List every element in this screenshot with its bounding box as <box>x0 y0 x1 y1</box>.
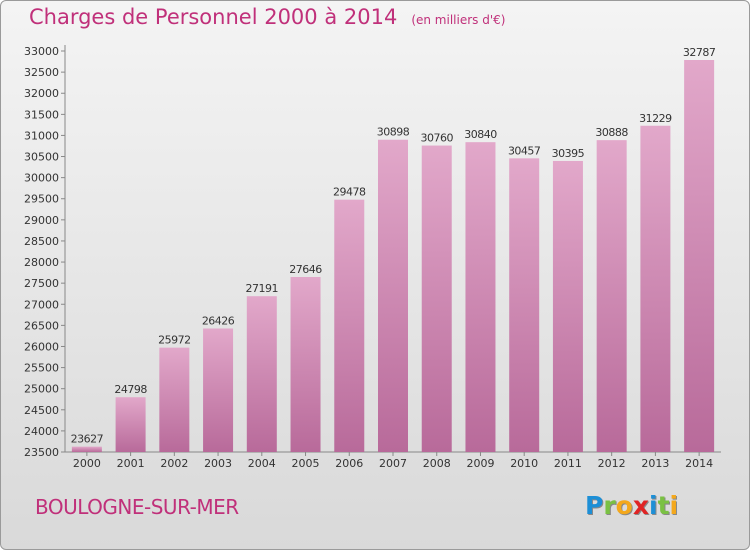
y-tick-label: 25000 <box>24 383 59 396</box>
proxiti-logo: Proxiti <box>585 491 678 520</box>
x-tick-label: 2012 <box>598 457 626 470</box>
y-tick-label: 29000 <box>24 214 59 227</box>
x-tick-label: 2000 <box>73 457 101 470</box>
y-tick-label: 23500 <box>24 446 59 459</box>
bar-value-label: 30898 <box>377 126 410 139</box>
bar-2005 <box>290 276 321 452</box>
x-tick-label: 2013 <box>641 457 669 470</box>
bar-value-label: 30888 <box>595 126 628 139</box>
x-tick-label: 2014 <box>685 457 713 470</box>
y-tick-label: 31500 <box>24 108 59 121</box>
bar-2010 <box>509 158 540 452</box>
bar-value-label: 30395 <box>552 147 585 160</box>
logo-letter: t <box>657 491 670 520</box>
y-tick-label: 27000 <box>24 298 59 311</box>
x-tick-label: 2010 <box>510 457 538 470</box>
bar-value-label: 32787 <box>683 46 716 59</box>
y-tick-label: 25500 <box>24 362 59 375</box>
x-tick-label: 2009 <box>466 457 494 470</box>
axes: 23500 24000 24500 25000 25500 26000 26500 27000… <box>24 45 721 459</box>
bar-value-label: 27646 <box>289 263 322 276</box>
x-tick-label: 2006 <box>335 457 363 470</box>
title-block: Charges de Personnel 2000 à 2014 (en mill… <box>29 5 505 29</box>
bar-2014 <box>684 59 715 452</box>
y-tick-label: 28500 <box>24 235 59 248</box>
y-tick-label: 30500 <box>24 151 59 164</box>
y-tick-label: 24000 <box>24 425 59 438</box>
x-tick-label: 2001 <box>117 457 145 470</box>
bar-value-label: 29478 <box>333 186 366 199</box>
logo-letter: i <box>669 491 679 520</box>
bar-value-label: 23627 <box>71 433 104 446</box>
bar-2001 <box>115 397 146 452</box>
y-tick-label: 30000 <box>24 172 59 185</box>
logo-letter: r <box>603 491 616 520</box>
bar-value-label: 30760 <box>420 132 453 145</box>
y-tick-label: 32500 <box>24 66 59 79</box>
bar-2008 <box>421 145 452 452</box>
bar-value-label: 27191 <box>246 282 279 295</box>
x-tick-label: 2007 <box>379 457 407 470</box>
bar-2006 <box>334 199 365 452</box>
bar-2011 <box>552 160 583 452</box>
x-tick-label: 2004 <box>248 457 276 470</box>
logo-letter: i <box>649 491 658 520</box>
y-tick-label: 26000 <box>24 340 59 353</box>
bar-2003 <box>203 328 234 452</box>
bar-value-label: 24798 <box>114 383 147 396</box>
bar-value-label: 25972 <box>158 334 191 347</box>
bar-2000 <box>71 446 102 452</box>
x-tick-label: 2003 <box>204 457 232 470</box>
chart-title: Charges de Personnel 2000 à 2014 <box>29 5 398 29</box>
bar-2004 <box>246 296 277 452</box>
bar-value-label: 26426 <box>202 314 235 327</box>
x-tick-label: 2008 <box>423 457 451 470</box>
bar-2002 <box>159 347 190 452</box>
bar-2007 <box>378 139 408 452</box>
y-tick-label: 31000 <box>24 129 59 142</box>
logo-letter: P <box>585 491 604 520</box>
bar-value-label: 30457 <box>508 144 541 157</box>
bar-value-label: 31229 <box>639 112 672 125</box>
x-tick-label: 2011 <box>554 457 582 470</box>
bars <box>71 59 715 453</box>
y-tick-label: 27500 <box>24 277 59 290</box>
bar-2013 <box>640 125 671 452</box>
bar-labels: 23627 2000 24798 2001 25972 2002 26426 2003 2719… <box>71 46 717 470</box>
bar-2009 <box>465 142 496 452</box>
x-tick-label: 2002 <box>160 457 188 470</box>
logo-letter: x <box>632 491 649 520</box>
logo-letter: o <box>615 491 633 520</box>
y-tick-label: 28000 <box>24 256 59 269</box>
y-tick-label: 29500 <box>24 193 59 206</box>
x-tick-label: 2005 <box>292 457 320 470</box>
y-tick-label: 24500 <box>24 404 59 417</box>
bar-value-label: 30840 <box>464 128 497 141</box>
bar-2012 <box>596 140 627 453</box>
y-tick-label: 26500 <box>24 319 59 332</box>
y-tick-label: 32000 <box>24 87 59 100</box>
y-tick-label: 33000 <box>24 45 59 58</box>
city-name: BOULOGNE-SUR-MER <box>35 495 239 519</box>
chart-subtitle: (en milliers d'€) <box>411 13 506 27</box>
